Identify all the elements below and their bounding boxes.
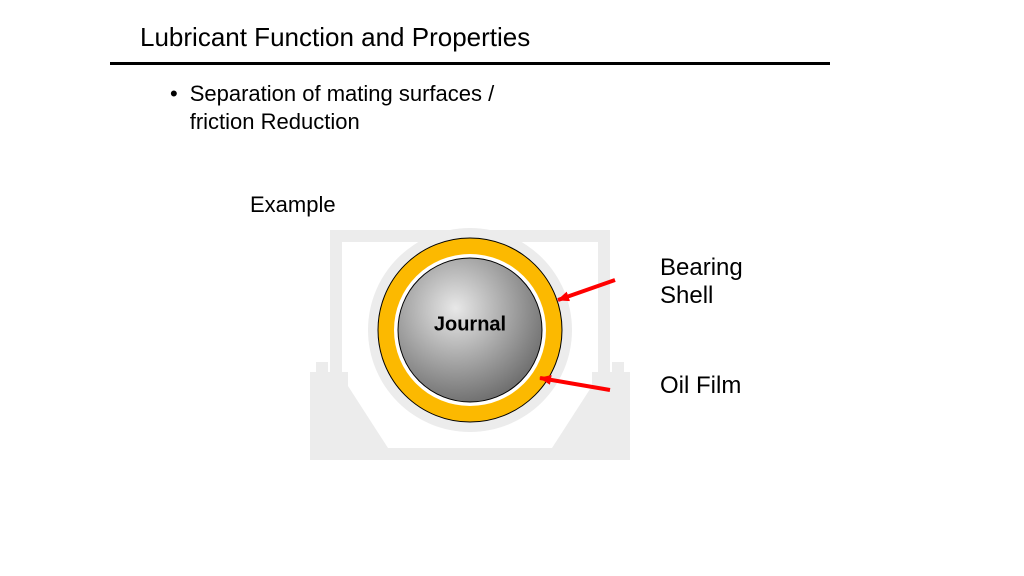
journal-bearing-diagram: Journal bbox=[300, 220, 640, 480]
bullet-text: Separation of mating surfaces / friction… bbox=[190, 80, 550, 136]
label-oil-film: Oil Film bbox=[660, 372, 741, 400]
journal-label: Journal bbox=[434, 313, 506, 335]
page-title: Lubricant Function and Properties bbox=[140, 22, 530, 53]
diagram-svg: Journal bbox=[300, 220, 640, 480]
bullet-item: • Separation of mating surfaces / fricti… bbox=[170, 80, 550, 136]
label-bearing-shell: BearingShell bbox=[660, 254, 743, 310]
example-label: Example bbox=[250, 192, 336, 218]
bullet-dot-icon: • bbox=[170, 80, 178, 108]
title-underline bbox=[110, 62, 830, 65]
